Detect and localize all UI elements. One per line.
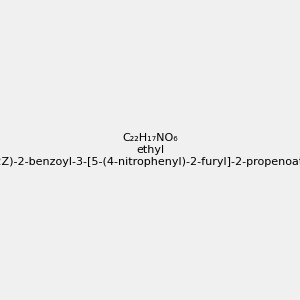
Text: C₂₂H₁₇NO₆
ethyl (2Z)-2-benzoyl-3-[5-(4-nitrophenyl)-2-furyl]-2-propenoate: C₂₂H₁₇NO₆ ethyl (2Z)-2-benzoyl-3-[5-(4-n… [0, 134, 300, 166]
